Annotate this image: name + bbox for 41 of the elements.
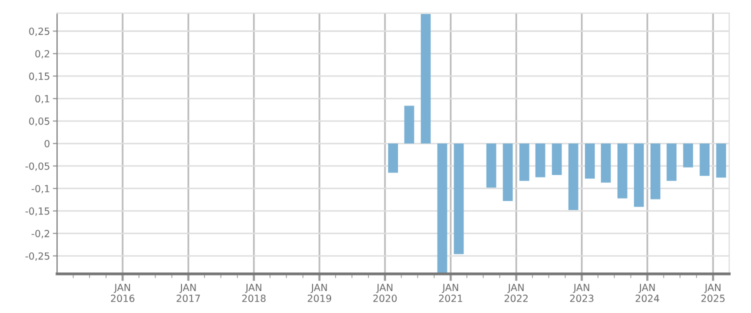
bar bbox=[584, 144, 595, 179]
x-tick-label: JAN 2024 bbox=[636, 284, 660, 302]
y-tick-label: 0 bbox=[44, 140, 50, 148]
bar bbox=[404, 106, 414, 144]
y-tick-label: -0,25 bbox=[25, 252, 50, 261]
bar bbox=[502, 144, 513, 202]
bar bbox=[454, 144, 464, 254]
x-tick-label: JAN 2025 bbox=[701, 284, 725, 302]
y-tick-label: -0,2 bbox=[32, 230, 50, 238]
bar bbox=[666, 144, 677, 181]
x-tick-label: JAN 2019 bbox=[308, 284, 332, 302]
bar bbox=[700, 144, 710, 176]
bar bbox=[650, 144, 660, 200]
bar bbox=[683, 144, 694, 168]
x-tick-label: JAN 2021 bbox=[439, 284, 462, 302]
y-tick-label: 0,1 bbox=[35, 95, 50, 104]
bar bbox=[420, 14, 431, 144]
y-tick-label: -0,1 bbox=[32, 184, 50, 194]
y-tick-label: -0,15 bbox=[25, 207, 50, 216]
y-tick-label: 0,05 bbox=[29, 118, 50, 126]
bar bbox=[535, 144, 546, 178]
x-tick-label: JAN 2022 bbox=[504, 284, 528, 302]
bar bbox=[437, 144, 448, 274]
y-tick-label: 0,15 bbox=[29, 72, 50, 81]
bar bbox=[568, 144, 578, 210]
y-tick-label: 0,25 bbox=[29, 28, 50, 36]
bar bbox=[552, 144, 562, 175]
y-tick-label: 0,2 bbox=[35, 50, 50, 58]
bar bbox=[388, 144, 398, 173]
x-tick-label: JAN 2023 bbox=[570, 284, 594, 302]
bar bbox=[634, 144, 644, 207]
bar bbox=[519, 144, 530, 181]
bar bbox=[486, 144, 496, 188]
bar bbox=[716, 144, 726, 178]
y-tick-label: -0,05 bbox=[25, 162, 50, 171]
x-tick-label: JAN 2017 bbox=[176, 284, 200, 302]
bar bbox=[617, 144, 628, 198]
x-tick-label: JAN 2016 bbox=[110, 284, 134, 302]
x-tick-label: JAN 2020 bbox=[373, 284, 397, 302]
bar bbox=[600, 144, 611, 183]
x-tick-label: JAN 2018 bbox=[242, 284, 266, 302]
